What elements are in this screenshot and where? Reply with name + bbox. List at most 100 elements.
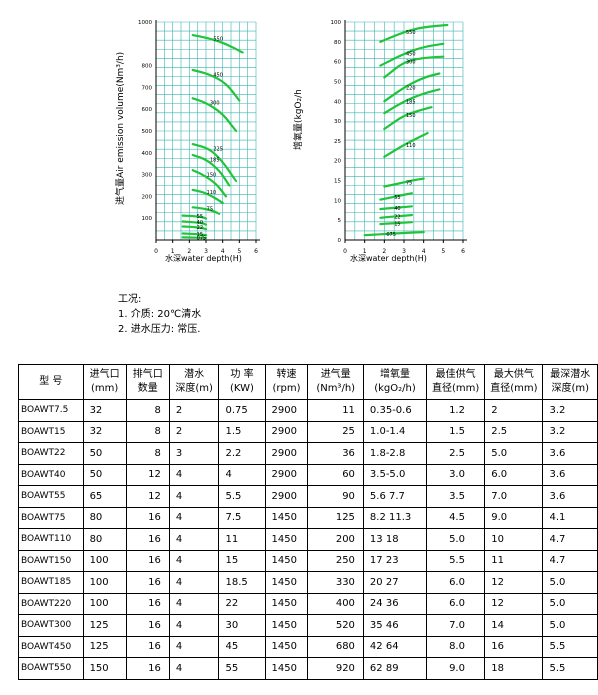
table-cell: 16	[125, 635, 170, 658]
table-cell: 1.5	[426, 420, 486, 443]
table-cell: 6.0	[484, 463, 544, 486]
table-cell: BOAWT550	[18, 657, 84, 680]
y-tick-label: 300	[142, 173, 153, 179]
table-row: BOAWT110 80 16 4 11 1450 200 13 18 5.0 10 4.7	[18, 528, 598, 551]
table-cell: 100	[82, 549, 127, 572]
y-tick-label: 25	[334, 139, 341, 145]
table-cell: 3.6	[542, 485, 598, 508]
x-tick-label: 6	[461, 248, 465, 255]
table-header-row: 型 号进气口 (mm) 排气口 数量 潜水 深度(m) 功 率 (KW) 转速 (rpm) 进气量(…	[18, 364, 598, 400]
table-row: BOAWT7.5 32 8 2 0.75 2900 11 0.35-0.6 1.2 2 3.2	[18, 399, 598, 422]
table-cell: 1450	[264, 635, 309, 658]
table-cell: 16	[125, 528, 170, 551]
series-label-75: 75	[406, 181, 412, 187]
series-line-75	[191, 206, 221, 215]
series-label-300: 300	[406, 60, 416, 66]
y-tick-label: 700	[142, 85, 153, 91]
table-cell: BOAWT110	[18, 528, 84, 551]
table-cell: 50	[82, 442, 127, 465]
table-cell: 5.6 7.7	[362, 485, 428, 508]
series-line-300	[383, 55, 445, 79]
working-conditions: 工况: 1. 介质: 20℃清水 2. 进水压力: 常压.	[118, 292, 201, 337]
table-cell: BOAWT7.5	[18, 399, 84, 422]
series-label-40: 40	[394, 206, 400, 212]
table-cell: 1450	[264, 528, 309, 551]
header-text: (mm)	[90, 383, 119, 394]
series-label-150: 150	[406, 113, 416, 119]
table-cell: 36	[307, 442, 364, 465]
table-cell: BOAWT40	[18, 463, 84, 486]
x-tick-label: 5	[441, 248, 445, 255]
series-line-55	[379, 192, 413, 201]
table-cell: 5.0	[542, 614, 598, 637]
table-cell: 1.2	[426, 399, 486, 422]
header-text: 型 号	[39, 376, 63, 387]
header-text: 最佳供气	[435, 369, 476, 380]
table-cell: 8.2 11.3	[362, 506, 428, 529]
y-tick-label: 60	[334, 60, 341, 66]
air-volume-y-label: 进气量Air emission volume(Nm³/h)	[116, 51, 126, 205]
table-cell: 12	[125, 485, 170, 508]
table-cell: 4	[168, 549, 220, 572]
series-label-450: 450	[406, 52, 416, 58]
table-cell: 2900	[264, 442, 309, 465]
y-tick-label: 15	[334, 179, 341, 185]
table-cell: 4.1	[542, 506, 598, 529]
table-cell: 2.5	[484, 420, 544, 443]
table-cell: 9.0	[426, 657, 486, 680]
table-cell: 2	[484, 399, 544, 422]
table-row: BOAWT220 100 16 4 22 1450 400 24 36 6.0 12 5.0	[18, 592, 598, 615]
table-cell: 3	[168, 442, 220, 465]
table-cell: 150	[82, 657, 127, 680]
table-cell: 3.5-5.0	[362, 463, 428, 486]
series-line-40	[379, 205, 413, 211]
series-label-150: 150	[207, 173, 217, 179]
table-cell: 62 89	[362, 657, 428, 680]
table-cell: 45	[218, 635, 266, 658]
table-cell: 250	[307, 549, 364, 572]
header-text: (Nm³/h)	[316, 383, 356, 394]
table-cell: 5.0	[542, 592, 598, 615]
oxygen-x-label: 水深water depth(H)	[350, 254, 427, 263]
x-tick-label: 3	[402, 248, 406, 255]
table-cell: 7.0	[484, 485, 544, 508]
series-line-110	[383, 131, 429, 158]
series-label-15: 15	[197, 232, 203, 238]
table-row: BOAWT15 32 8 2 1.5 2900 25 1.0-1.4 1.5 2.5 3.2	[18, 420, 598, 443]
series-label-075: 075	[197, 236, 207, 242]
series-label-450: 450	[213, 72, 223, 78]
table-header-cell: 进气口 (mm)	[82, 364, 127, 400]
table-cell: 6.0	[426, 571, 486, 594]
table-header-cell: 进气量 (Nm³/h)	[307, 364, 364, 400]
table-cell: 330	[307, 571, 364, 594]
series-label-55: 55	[197, 214, 203, 220]
table-cell: 24 36	[362, 592, 428, 615]
header-text: (kgO₂/h)	[374, 383, 416, 394]
series-label-22: 22	[197, 225, 203, 231]
table-header-cell: 型 号	[18, 364, 84, 400]
series-label-40: 40	[197, 220, 203, 226]
y-tick-label: 200	[142, 194, 153, 200]
table-cell: BOAWT75	[18, 506, 84, 529]
table-cell: 17 23	[362, 549, 428, 572]
series-line-225	[191, 143, 238, 183]
y-tick-label: 5	[338, 218, 342, 224]
table-cell: 3.5	[426, 485, 486, 508]
table-cell: 7.0	[426, 614, 486, 637]
series-label-225: 225	[213, 146, 223, 152]
x-tick-label: 6	[254, 248, 258, 255]
series-line-450	[379, 42, 445, 67]
table-cell: 4	[168, 614, 220, 637]
table-cell: 520	[307, 614, 364, 637]
table-cell: 3.6	[542, 463, 598, 486]
table-cell: 100	[82, 592, 127, 615]
table-cell: 1450	[264, 571, 309, 594]
table-cell: 2900	[264, 399, 309, 422]
table-cell: 3.0	[426, 463, 486, 486]
table-cell: 0.35-0.6	[362, 399, 428, 422]
table-cell: 4.5	[426, 506, 486, 529]
series-line-22	[379, 213, 413, 219]
series-line-450	[191, 68, 241, 102]
series-line-075	[363, 231, 425, 237]
header-text: 最深潜水	[550, 369, 591, 380]
